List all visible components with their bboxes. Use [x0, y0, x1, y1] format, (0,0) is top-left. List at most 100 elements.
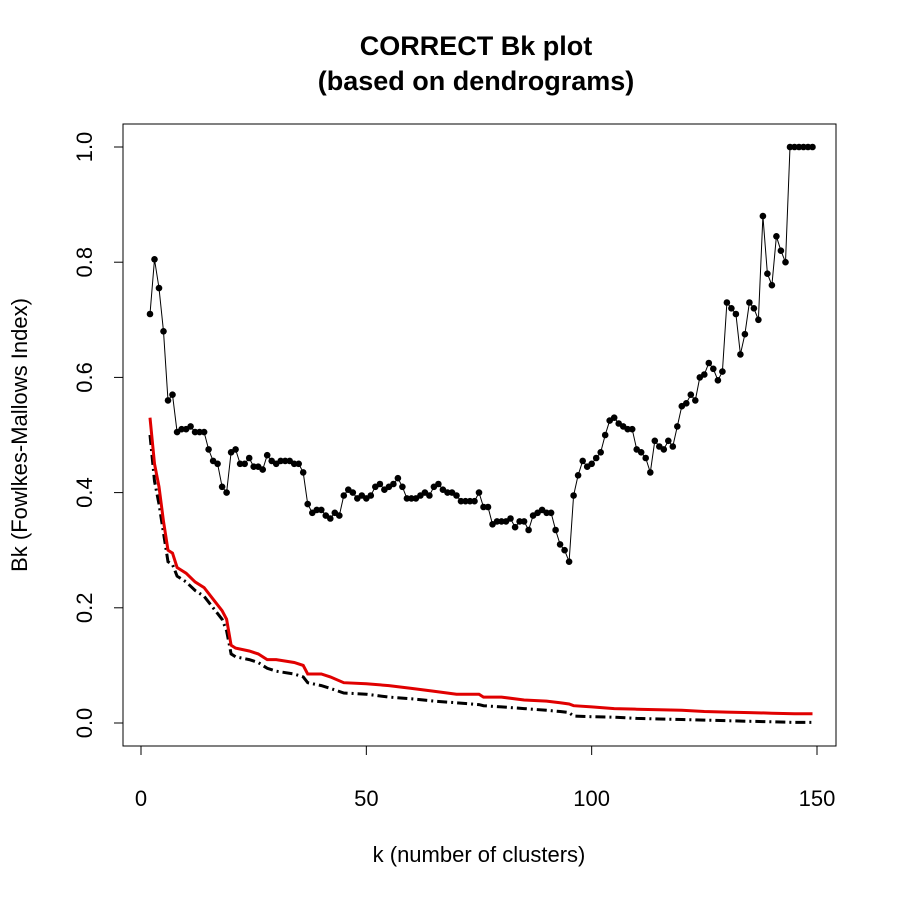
bk-point — [520, 518, 528, 525]
bk-point — [759, 212, 767, 220]
bk-point — [669, 443, 677, 450]
bk-point — [728, 305, 735, 312]
bk-point — [327, 515, 334, 522]
bk-point — [164, 397, 172, 404]
bk-point — [601, 431, 609, 439]
bk-point — [187, 423, 194, 430]
bk-point — [349, 489, 357, 496]
bk-point — [475, 489, 483, 496]
y-tick-label: 0.8 — [72, 247, 97, 278]
bk-point — [764, 270, 771, 278]
bk-point — [241, 460, 248, 468]
y-axis: 0.0 0.2 0.4 0.6 0.8 1.0 — [72, 132, 124, 739]
bk-point — [705, 359, 713, 367]
bk-point — [340, 492, 348, 499]
bk-point — [484, 503, 492, 511]
bk-point — [561, 546, 568, 554]
bk-point — [151, 255, 158, 263]
bk-point — [507, 515, 514, 522]
bk-point — [642, 454, 649, 462]
bk-point — [552, 526, 559, 534]
bk-point — [579, 457, 586, 465]
bk-point — [570, 492, 577, 499]
bk-point — [683, 400, 690, 407]
x-tick-label: 0 — [135, 786, 147, 811]
bk-point — [525, 526, 532, 534]
y-tick-label: 0.2 — [72, 593, 97, 624]
bk-point — [295, 460, 303, 468]
x-tick-label: 50 — [354, 786, 378, 811]
bk-point — [376, 480, 384, 488]
bk-point — [588, 460, 595, 468]
bk-point — [453, 492, 460, 499]
bk-point — [160, 328, 167, 335]
bk-point — [701, 371, 708, 378]
bk-point — [692, 397, 699, 404]
bk-point — [651, 437, 659, 445]
bk-series — [146, 143, 816, 565]
bk-point — [245, 454, 253, 462]
x-tick-label: 100 — [573, 786, 610, 811]
x-axis-label: k (number of clusters) — [373, 842, 586, 867]
bk-point — [660, 446, 668, 453]
bk-point — [782, 258, 789, 266]
bk-point — [674, 423, 681, 430]
bk-point — [435, 480, 442, 488]
y-axis-label: Bk (Fowlkes-Mallows Index) — [7, 298, 32, 572]
bk-point — [304, 500, 312, 508]
bk-point — [299, 469, 307, 476]
bk-point — [394, 474, 402, 482]
bk-point — [200, 428, 208, 436]
bk-point — [647, 469, 654, 476]
bk-point — [768, 281, 776, 289]
bk-point — [597, 449, 604, 456]
bk-point — [263, 451, 271, 459]
bk-point — [223, 489, 230, 496]
bk-point — [687, 391, 695, 399]
x-tick-label: 150 — [799, 786, 836, 811]
bk-point — [719, 368, 726, 375]
bk-point — [628, 425, 636, 433]
bk-point — [809, 143, 816, 151]
bk-point — [390, 480, 397, 488]
bk-point — [737, 351, 744, 358]
bk-point — [547, 509, 555, 517]
bk-point — [565, 558, 573, 565]
bk-point — [336, 512, 343, 519]
bk-point — [511, 523, 519, 531]
bk-point — [746, 299, 753, 306]
chart-title-line2: (based on dendrograms) — [318, 66, 635, 96]
chart-title-line1: CORRECT Bk plot — [360, 31, 593, 61]
bk-point — [592, 454, 600, 462]
bk-point — [155, 284, 163, 292]
bk-point — [556, 541, 564, 548]
bk-point — [741, 330, 749, 338]
bk-point — [399, 483, 406, 491]
bk-point — [205, 446, 212, 453]
bk-point — [610, 414, 618, 422]
bk-point — [259, 466, 267, 473]
bk-point — [750, 305, 758, 312]
bk-point — [236, 460, 244, 468]
y-tick-label: 0.0 — [72, 708, 97, 739]
bk-point — [723, 299, 731, 306]
bk-point — [574, 472, 582, 479]
bk-point — [710, 365, 717, 373]
upper-reference-line — [148, 417, 813, 716]
x-axis: 0 50 100 150 — [135, 745, 836, 811]
bk-point — [755, 316, 762, 324]
bk-point — [714, 377, 722, 384]
bk-point — [773, 233, 780, 240]
y-tick-label: 1.0 — [72, 132, 97, 163]
bk-point — [232, 446, 239, 453]
bk-point — [777, 247, 785, 254]
bk-point — [367, 492, 375, 499]
bk-point — [214, 460, 221, 468]
bk-point — [318, 506, 325, 514]
bk-point — [426, 492, 433, 499]
bk-point — [218, 483, 226, 491]
y-tick-label: 0.6 — [72, 362, 97, 393]
bk-point — [665, 437, 672, 445]
